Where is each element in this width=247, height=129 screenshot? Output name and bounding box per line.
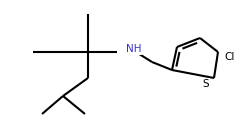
Text: S: S: [203, 79, 209, 89]
Text: Cl: Cl: [224, 52, 234, 62]
Text: NH: NH: [126, 44, 142, 54]
